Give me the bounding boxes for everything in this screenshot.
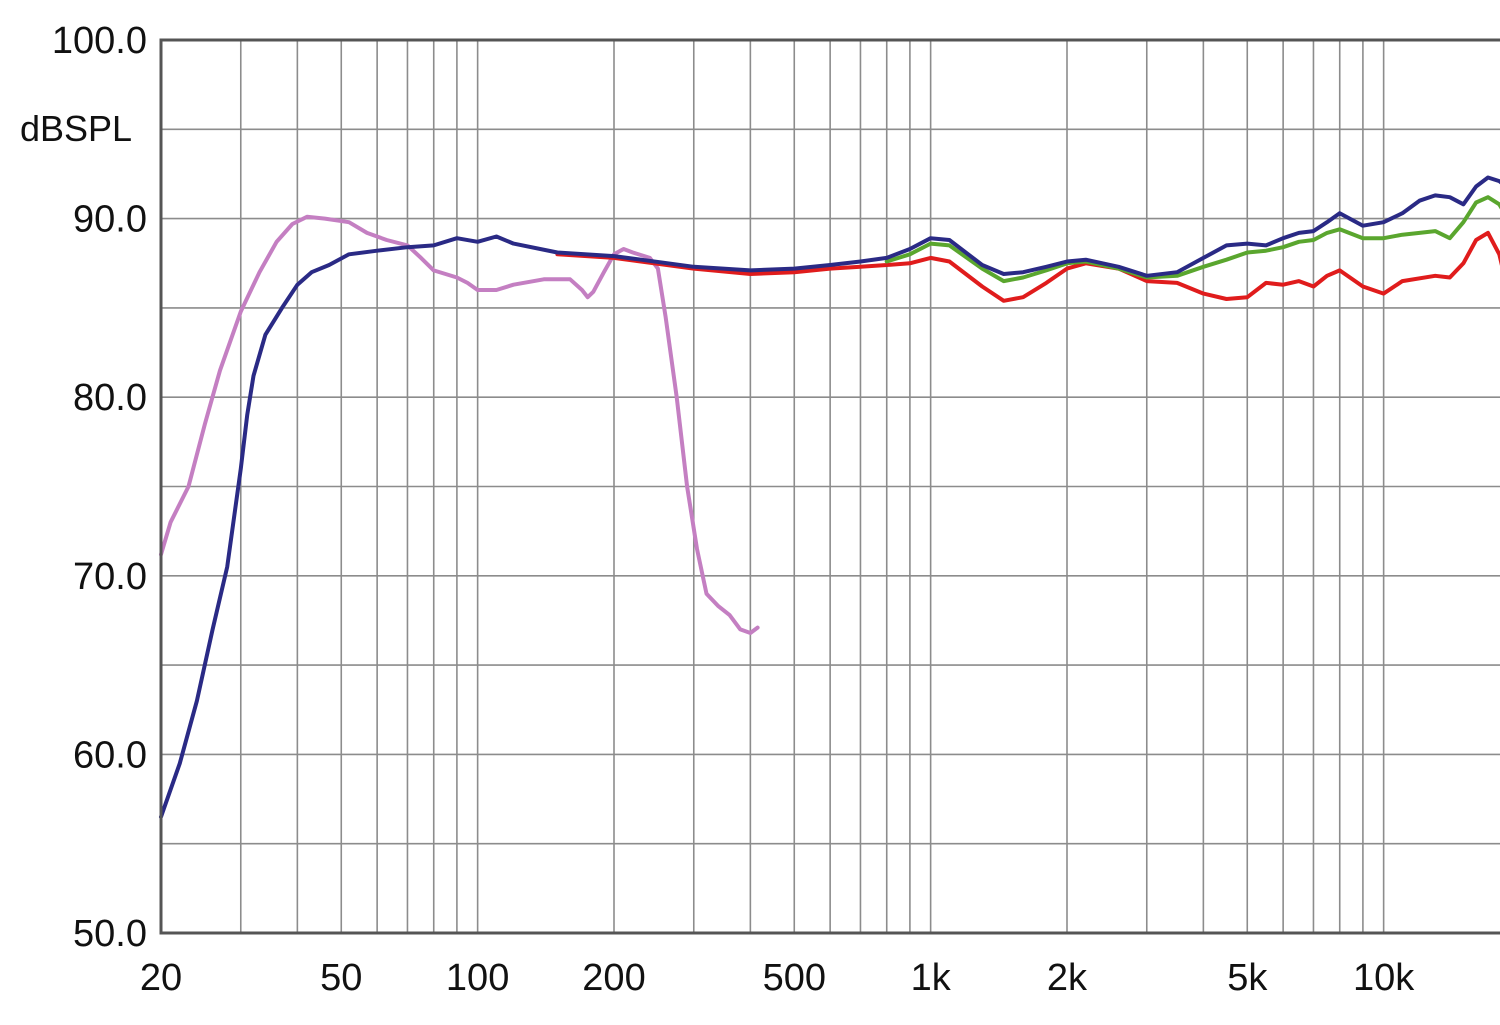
y-axis-tick-labels: 100.0 90.0 80.0 70.0 60.0 50.0 <box>52 20 147 955</box>
grid <box>161 40 1500 933</box>
plot-frame <box>159 38 1500 935</box>
x-tick-label: 2k <box>1047 957 1088 999</box>
x-tick-label: 100 <box>446 957 509 999</box>
x-tick-label: 50 <box>320 957 362 999</box>
y-tick-label: 70.0 <box>73 556 147 598</box>
series-curves <box>159 175 1500 819</box>
x-tick-label: 500 <box>763 957 826 999</box>
series-line-4 <box>159 175 1500 819</box>
x-tick-label: 20 <box>140 957 182 999</box>
x-tick-label: 1k <box>911 957 952 999</box>
x-axis-tick-labels: 20 50 100 200 500 1k 2k 5k 10k <box>140 957 1415 999</box>
y-tick-label: 90.0 <box>73 199 147 241</box>
x-tick-label: 10k <box>1353 957 1415 999</box>
y-tick-label: 60.0 <box>73 734 147 776</box>
x-tick-label: 5k <box>1227 957 1268 999</box>
y-tick-label: 50.0 <box>73 913 147 955</box>
y-tick-label: 80.0 <box>73 377 147 419</box>
series-line-2 <box>555 230 1500 303</box>
series-line-3 <box>884 195 1500 284</box>
y-axis-unit-label: dBSPL <box>20 108 132 149</box>
y-tick-label: 100.0 <box>52 20 147 62</box>
x-tick-label: 200 <box>582 957 645 999</box>
series-line-1 <box>159 214 760 635</box>
